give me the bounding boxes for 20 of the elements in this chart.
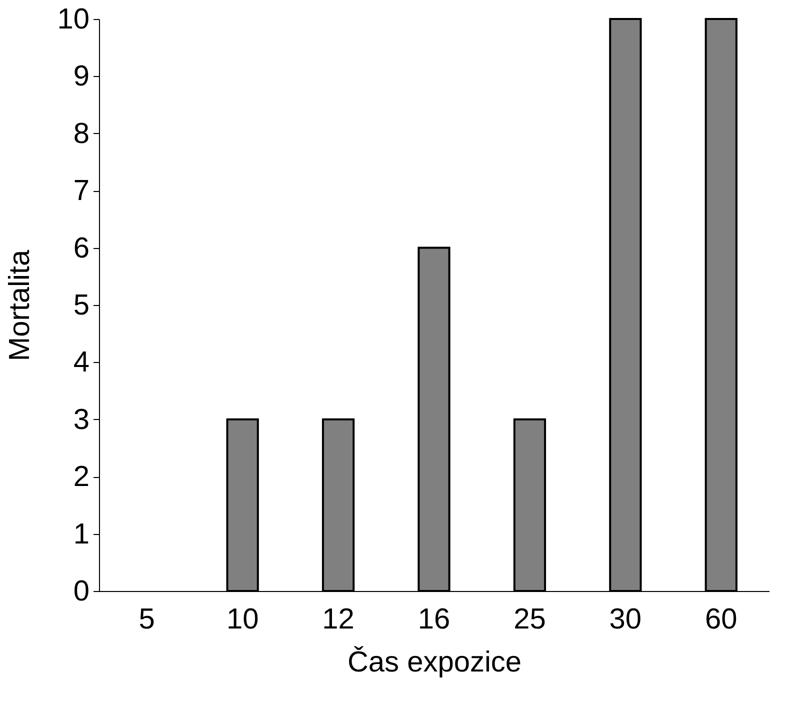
x-tick-label: 10: [226, 604, 259, 636]
y-tick-label: 2: [73, 461, 90, 494]
x-tick-label: 60: [705, 604, 738, 636]
y-tick-label: 6: [73, 232, 90, 264]
y-tick-label: 7: [73, 175, 90, 208]
y-tick-label: 4: [73, 346, 90, 379]
x-tick-label: 30: [609, 604, 642, 636]
y-tick-label: 1: [73, 518, 90, 550]
y-tick-label: 3: [73, 404, 90, 436]
y-tick-label: 0: [73, 576, 90, 608]
y-tick-label: 5: [73, 290, 90, 322]
x-axis-title: Čas expozice: [347, 646, 522, 678]
y-tick-label: 10: [57, 4, 90, 36]
y-axis-title: Mortalita: [4, 249, 36, 362]
x-tick-label: 5: [138, 604, 155, 636]
y-tick-label: 8: [73, 118, 90, 150]
x-tick-label: 16: [418, 604, 450, 636]
y-tick-label: 9: [73, 60, 90, 93]
x-tick-label: 12: [322, 604, 354, 636]
x-tick-label: 25: [514, 604, 546, 636]
